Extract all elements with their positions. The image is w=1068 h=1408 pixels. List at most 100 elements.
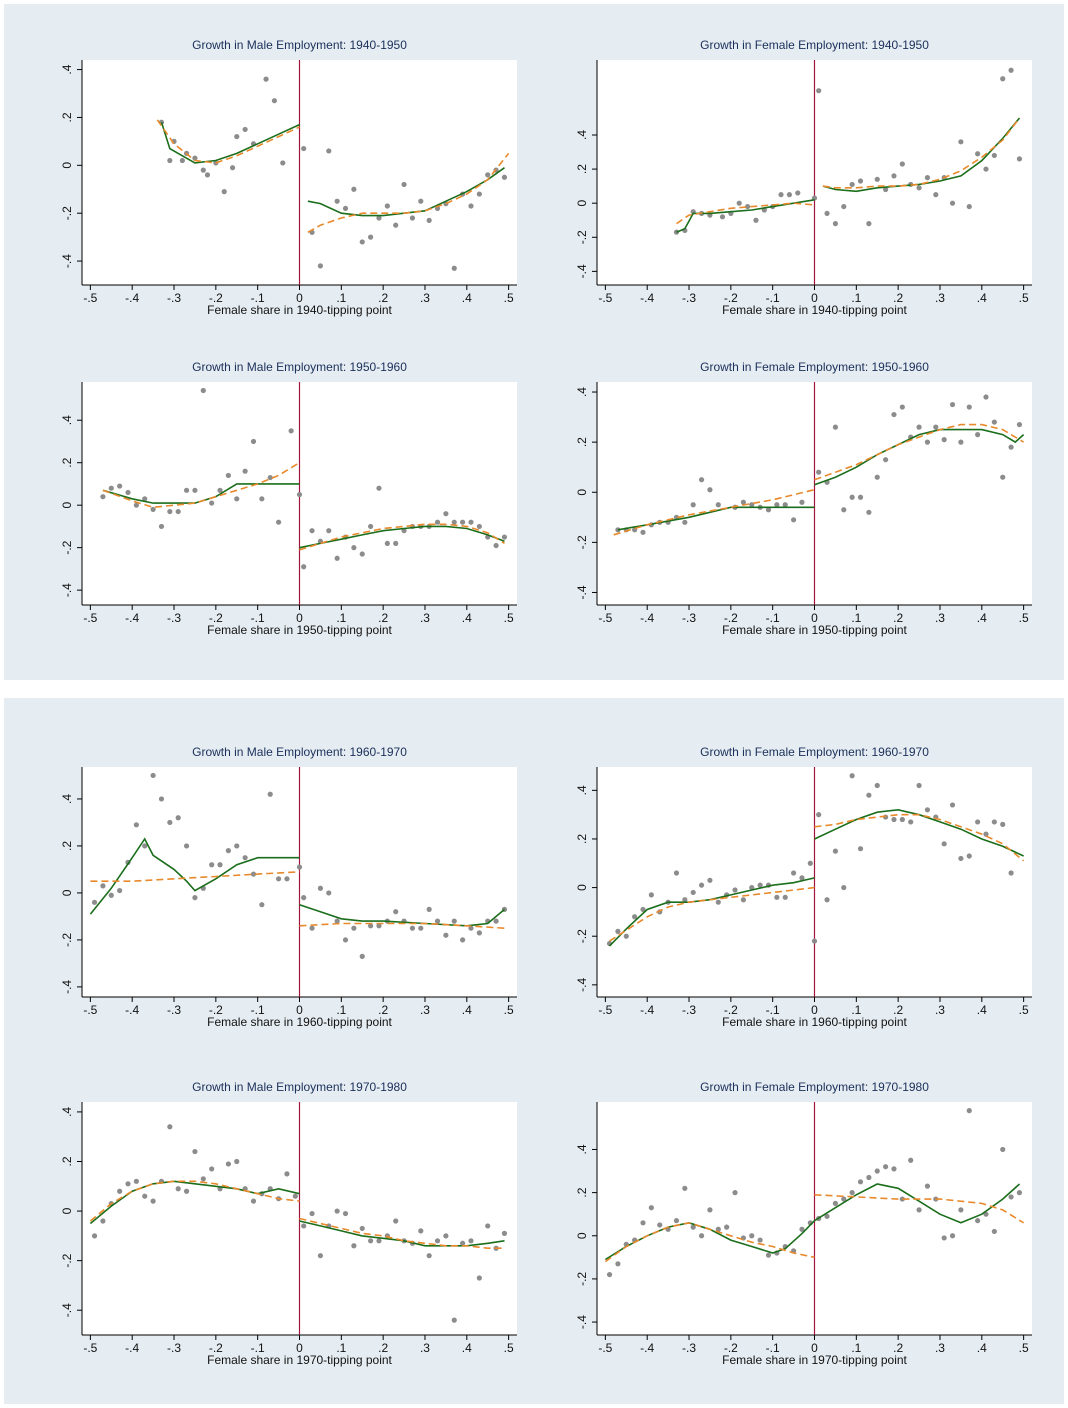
data-point bbox=[142, 496, 148, 502]
data-point bbox=[753, 217, 759, 223]
data-point bbox=[175, 508, 181, 515]
data-point bbox=[209, 500, 215, 506]
data-point bbox=[309, 925, 315, 931]
data-point bbox=[811, 938, 818, 944]
x-tick-label: .4 bbox=[462, 1003, 472, 1017]
x-tick-label: .2 bbox=[378, 611, 388, 625]
x-tick-label: -.1 bbox=[766, 1341, 780, 1355]
data-point bbox=[409, 215, 416, 221]
x-tick-label: -.5 bbox=[83, 1003, 97, 1017]
data-point bbox=[648, 892, 654, 898]
data-point bbox=[841, 507, 847, 513]
data-point bbox=[899, 161, 905, 167]
data-point bbox=[326, 148, 332, 154]
data-point bbox=[275, 519, 282, 525]
y-tick-label: -.4 bbox=[575, 264, 589, 278]
data-point bbox=[100, 1218, 106, 1224]
data-point bbox=[259, 496, 265, 502]
data-point bbox=[204, 172, 211, 178]
x-tick-label: .3 bbox=[935, 1003, 945, 1017]
data-point bbox=[899, 1196, 905, 1202]
data-point bbox=[125, 489, 131, 496]
x-tick-label: -.5 bbox=[83, 1341, 97, 1355]
x-tick-label: .1 bbox=[851, 611, 861, 625]
panel-title: Growth in Female Employment: 1960-1970 bbox=[700, 745, 929, 759]
data-point bbox=[891, 173, 897, 179]
data-point bbox=[351, 186, 357, 192]
data-point bbox=[874, 176, 880, 182]
x-tick-label: -.2 bbox=[209, 611, 223, 625]
data-point bbox=[142, 843, 148, 849]
y-tick-label: -.4 bbox=[575, 1315, 589, 1329]
x-tick-label: .5 bbox=[1019, 1003, 1029, 1017]
data-point bbox=[150, 1198, 156, 1204]
data-point bbox=[234, 496, 240, 502]
y-tick-label: .2 bbox=[60, 112, 74, 122]
data-point bbox=[941, 1235, 947, 1241]
data-point bbox=[736, 200, 742, 206]
data-point bbox=[167, 157, 173, 164]
panel-title: Growth in Female Employment: 1940-1950 bbox=[700, 38, 929, 52]
x-tick-label: .3 bbox=[420, 291, 430, 305]
data-point bbox=[476, 930, 482, 936]
data-point bbox=[933, 192, 939, 198]
data-point bbox=[296, 864, 303, 870]
data-point bbox=[493, 542, 499, 549]
data-point bbox=[832, 424, 839, 430]
data-point bbox=[799, 1226, 805, 1232]
x-tick-label: 0 bbox=[811, 611, 818, 625]
data-point bbox=[117, 1188, 123, 1194]
data-point bbox=[317, 263, 324, 269]
data-point bbox=[841, 1196, 847, 1202]
x-tick-label: -.3 bbox=[682, 611, 696, 625]
y-tick-label: -.2 bbox=[60, 1253, 74, 1267]
data-point bbox=[1016, 156, 1023, 162]
data-point bbox=[368, 234, 374, 240]
y-tick-label: -.4 bbox=[60, 254, 74, 268]
data-point bbox=[949, 802, 956, 808]
x-tick-label: .3 bbox=[420, 1003, 430, 1017]
y-tick-label: -.4 bbox=[575, 585, 589, 599]
data-point bbox=[966, 1108, 972, 1114]
data-point bbox=[250, 438, 257, 445]
x-tick-label: 0 bbox=[296, 1003, 303, 1017]
data-point bbox=[167, 819, 173, 826]
data-point bbox=[975, 1218, 981, 1224]
data-point bbox=[949, 401, 956, 408]
data-point bbox=[309, 1210, 315, 1217]
data-point bbox=[376, 1238, 382, 1244]
data-point bbox=[941, 437, 947, 443]
data-point bbox=[301, 895, 307, 901]
data-point bbox=[707, 877, 713, 883]
data-point bbox=[849, 773, 855, 779]
x-tick-label: -.2 bbox=[724, 611, 738, 625]
data-point bbox=[217, 862, 223, 868]
data-point bbox=[351, 545, 357, 551]
data-point bbox=[192, 487, 198, 493]
data-point bbox=[715, 502, 721, 508]
data-point bbox=[384, 540, 390, 547]
data-point bbox=[824, 897, 830, 903]
x-tick-label: 0 bbox=[296, 291, 303, 305]
y-tick-label: -.2 bbox=[575, 929, 589, 943]
data-point bbox=[393, 909, 399, 915]
data-point bbox=[749, 1233, 755, 1239]
data-point bbox=[192, 155, 198, 161]
x-tick-label: .4 bbox=[462, 1341, 472, 1355]
fit-line-dashed bbox=[676, 117, 1021, 225]
data-point bbox=[958, 1207, 964, 1213]
data-point bbox=[682, 1185, 688, 1191]
data-point bbox=[949, 200, 956, 206]
data-point bbox=[916, 1207, 922, 1213]
data-point bbox=[351, 1243, 357, 1249]
x-tick-label: -.3 bbox=[167, 1341, 181, 1355]
data-point bbox=[866, 509, 872, 515]
data-point bbox=[983, 394, 989, 400]
data-point bbox=[234, 133, 240, 140]
x-tick-label: 0 bbox=[811, 1003, 818, 1017]
y-tick-label: -.2 bbox=[60, 540, 74, 554]
data-point bbox=[368, 523, 374, 530]
y-tick-label: -.4 bbox=[60, 1303, 74, 1317]
fit-line bbox=[89, 1180, 505, 1247]
data-point bbox=[485, 172, 491, 178]
